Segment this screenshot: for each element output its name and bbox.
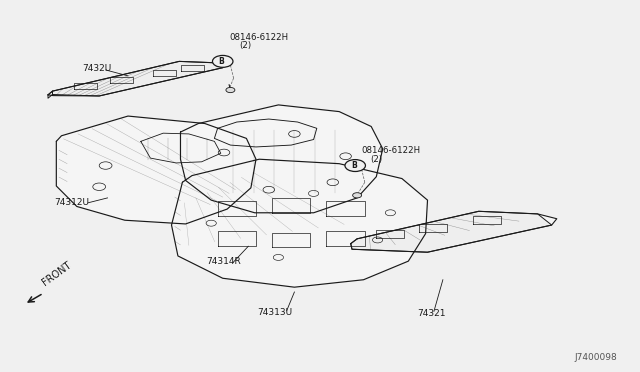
Polygon shape <box>172 159 428 287</box>
Text: (2): (2) <box>370 155 382 164</box>
Polygon shape <box>351 211 557 252</box>
Polygon shape <box>48 61 227 96</box>
Text: 74314R: 74314R <box>206 257 241 266</box>
Circle shape <box>345 160 365 171</box>
Text: 7432U: 7432U <box>82 64 111 73</box>
Circle shape <box>212 55 233 67</box>
Text: FRONT: FRONT <box>40 260 73 287</box>
Text: 08146-6122H: 08146-6122H <box>229 33 288 42</box>
Text: 74312U: 74312U <box>54 198 90 207</box>
Text: B: B <box>351 161 356 170</box>
Polygon shape <box>56 116 256 224</box>
Polygon shape <box>351 211 552 252</box>
Circle shape <box>353 193 362 198</box>
Circle shape <box>226 87 235 93</box>
Text: 74321: 74321 <box>417 309 446 318</box>
Text: 08146-6122H: 08146-6122H <box>362 146 420 155</box>
Text: (2): (2) <box>239 41 252 50</box>
Polygon shape <box>52 61 227 96</box>
Polygon shape <box>180 105 383 213</box>
Text: J7400098: J7400098 <box>575 353 618 362</box>
Text: B: B <box>219 57 224 66</box>
Text: 74313U: 74313U <box>257 308 292 317</box>
